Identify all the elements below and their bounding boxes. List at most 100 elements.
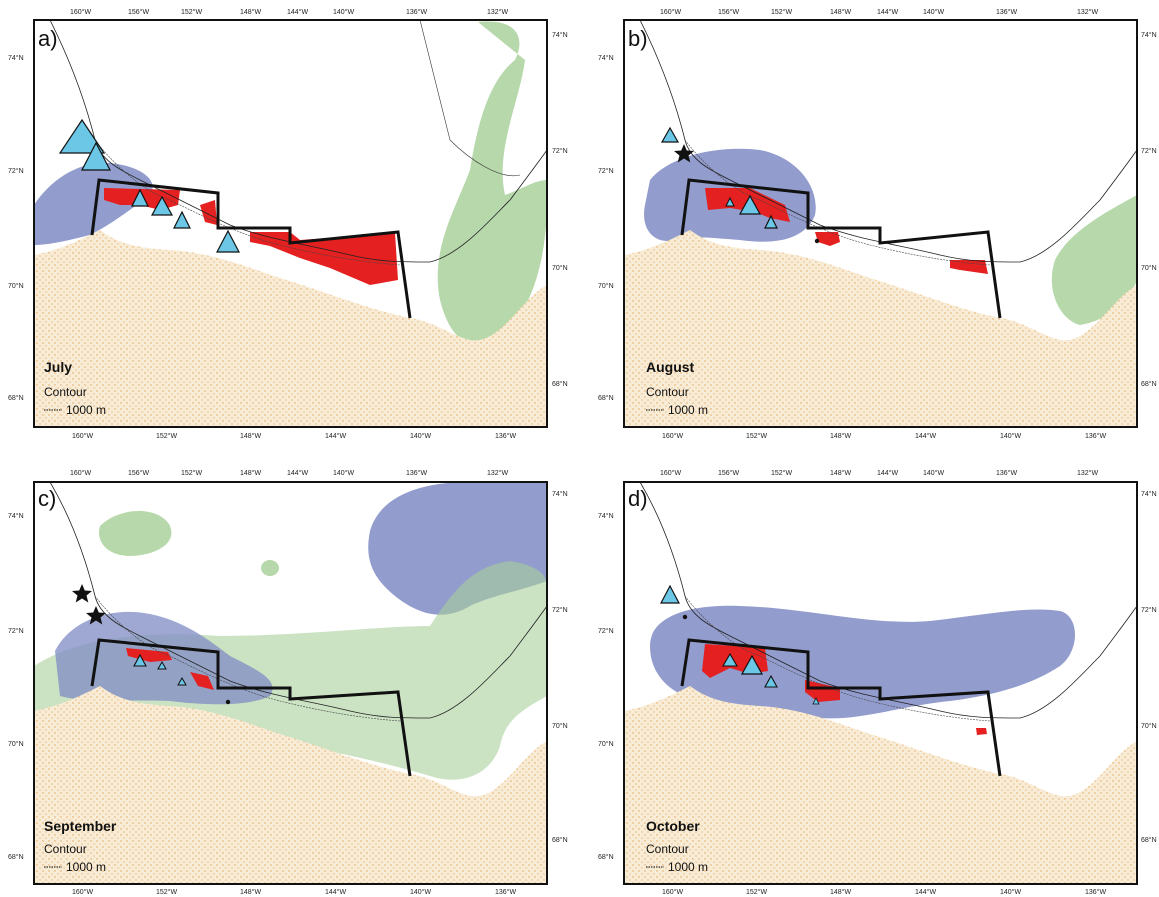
map-panel-a: a) July Contour 1000 m 160°W 156°W 152°W… xyxy=(0,0,580,448)
lat-tick: 70°N xyxy=(8,282,24,290)
lon-tick: 160°W xyxy=(70,8,91,16)
lon-tick: 152°W xyxy=(156,888,177,896)
panel-letter: a) xyxy=(38,26,58,51)
lat-tick: 72°N xyxy=(1141,606,1157,614)
lon-ticks-top: 160°W 156°W 152°W 148°W 144°W 140°W 136°… xyxy=(70,469,508,477)
sighting-triangle xyxy=(764,214,778,229)
sighting-triangle xyxy=(740,654,764,675)
lon-tick: 144°W xyxy=(287,469,308,477)
study-area-boundary xyxy=(90,638,412,777)
sighting-triangle xyxy=(150,195,174,216)
lat-tick: 74°N xyxy=(552,31,568,39)
legend-line-label: 1000 m xyxy=(668,403,708,417)
sighting-triangle xyxy=(812,697,820,705)
lon-tick: 144°W xyxy=(877,8,898,16)
lon-tick: 140°W xyxy=(1000,432,1021,440)
lat-tick: 70°N xyxy=(8,740,24,748)
lat-tick: 70°N xyxy=(552,264,568,272)
lon-ticks-top: 160°W 156°W 152°W 148°W 144°W 140°W 136°… xyxy=(660,469,1098,477)
sighting-triangle xyxy=(738,194,762,215)
land-mass xyxy=(624,230,1137,427)
lon-tick: 148°W xyxy=(240,469,261,477)
legend-title: Contour xyxy=(646,385,689,399)
red-area xyxy=(976,728,987,735)
land-mass xyxy=(34,230,547,427)
red-area xyxy=(815,232,840,246)
sighting-triangle xyxy=(660,584,680,604)
lat-tick: 74°N xyxy=(8,54,24,62)
lat-ticks-right: 74°N 72°N 70°N 68°N xyxy=(552,490,568,844)
lon-tick: 136°W xyxy=(495,888,516,896)
lat-tick: 68°N xyxy=(8,853,24,861)
lat-ticks-right: 74°N 72°N 70°N 68°N xyxy=(552,31,568,388)
lon-ticks-bottom: 160°W 152°W 148°W 144°W 140°W 136°W xyxy=(662,432,1106,440)
sighting-triangle xyxy=(764,674,778,688)
lon-tick: 156°W xyxy=(718,469,739,477)
lon-tick: 160°W xyxy=(662,432,683,440)
lat-tick: 74°N xyxy=(1141,31,1157,39)
green-region xyxy=(437,21,547,347)
month-label: October xyxy=(646,818,700,834)
lat-tick: 70°N xyxy=(1141,722,1157,730)
legend-line-label: 1000 m xyxy=(668,860,708,874)
lon-tick: 140°W xyxy=(333,469,354,477)
sighting-triangle xyxy=(725,196,735,207)
lon-tick: 136°W xyxy=(1085,888,1106,896)
lat-tick: 72°N xyxy=(1141,147,1157,155)
lon-tick: 144°W xyxy=(877,469,898,477)
lon-tick: 136°W xyxy=(495,432,516,440)
red-area xyxy=(200,200,217,225)
lon-tick: 140°W xyxy=(1000,888,1021,896)
sighting-triangle xyxy=(131,188,149,207)
sighting-triangle xyxy=(58,118,106,154)
lon-tick: 152°W xyxy=(771,8,792,16)
lon-tick: 148°W xyxy=(240,8,261,16)
study-area-boundary xyxy=(90,178,412,319)
lon-tick: 136°W xyxy=(996,8,1017,16)
lon-tick: 148°W xyxy=(240,888,261,896)
lat-ticks-left: 74°N 72°N 70°N 68°N xyxy=(598,512,614,861)
sighting-triangle xyxy=(722,652,738,667)
lon-ticks-top: 160°W 156°W 152°W 148°W 144°W 140°W 136°… xyxy=(70,8,508,16)
lon-tick: 144°W xyxy=(325,432,346,440)
lon-tick: 132°W xyxy=(487,469,508,477)
lon-tick: 152°W xyxy=(746,432,767,440)
map-svg-b: b) August Contour 1000 m 160°W 156°W 152… xyxy=(598,8,1157,440)
lon-tick: 140°W xyxy=(923,469,944,477)
lat-tick: 68°N xyxy=(598,853,614,861)
sighting-triangle xyxy=(216,229,240,253)
lon-tick: 148°W xyxy=(240,432,261,440)
lon-tick: 140°W xyxy=(410,432,431,440)
sighting-triangle xyxy=(81,141,111,171)
lon-tick: 140°W xyxy=(333,8,354,16)
lon-tick: 152°W xyxy=(181,469,202,477)
map-panel-d: d) October Contour 1000 m 160°W 156°W 15… xyxy=(590,456,1159,897)
lon-tick: 144°W xyxy=(915,888,936,896)
lat-ticks-left: 74°N 72°N 70°N 68°N xyxy=(8,512,24,861)
map-svg-d: d) October Contour 1000 m 160°W 156°W 15… xyxy=(598,469,1157,896)
sighting-triangle xyxy=(133,653,147,667)
lon-tick: 160°W xyxy=(72,432,93,440)
lat-tick: 68°N xyxy=(552,836,568,844)
lon-tick: 160°W xyxy=(660,8,681,16)
lat-tick: 74°N xyxy=(598,54,614,62)
lon-tick: 152°W xyxy=(746,888,767,896)
lon-tick: 152°W xyxy=(156,432,177,440)
lat-tick: 70°N xyxy=(1141,264,1157,272)
lon-tick: 136°W xyxy=(996,469,1017,477)
green-region xyxy=(261,560,279,576)
lon-tick: 156°W xyxy=(128,8,149,16)
green-region xyxy=(99,511,172,556)
lat-ticks-right: 74°N 72°N 70°N 68°N xyxy=(1141,31,1157,388)
lat-tick: 74°N xyxy=(8,512,24,520)
lat-tick: 74°N xyxy=(1141,490,1157,498)
legend-line-label: 1000 m xyxy=(66,860,106,874)
sighting-triangle xyxy=(177,676,187,686)
lon-tick: 140°W xyxy=(923,8,944,16)
lon-ticks-bottom: 160°W 152°W 148°W 144°W 140°W 136°W xyxy=(72,432,516,440)
month-label: August xyxy=(646,359,695,375)
lat-ticks-right: 74°N 72°N 70°N 68°N xyxy=(1141,490,1157,844)
legend-title: Contour xyxy=(646,842,689,856)
legend-title: Contour xyxy=(44,385,87,399)
lon-tick: 132°W xyxy=(1077,8,1098,16)
